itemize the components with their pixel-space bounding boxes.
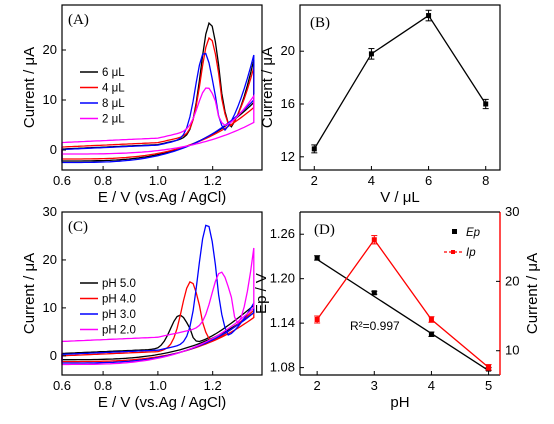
x-tick-label: 1.0 — [149, 173, 167, 188]
data-point-ep — [428, 331, 434, 337]
data-line-ip — [316, 238, 489, 368]
x-tick-label: 2 — [311, 173, 318, 188]
legend-entry: pH 5.0 — [102, 278, 136, 290]
cv-curve-3 — [61, 247, 255, 366]
data-point — [368, 51, 374, 57]
data-point-ip — [371, 237, 377, 243]
data-point — [311, 146, 317, 152]
y-tick-label: 1.14 — [270, 315, 295, 330]
y-tick-label: 16 — [281, 96, 295, 111]
panel-label: (A) — [68, 12, 89, 28]
y-tick-label: 1.20 — [270, 271, 295, 286]
legend-entry: pH 3.0 — [102, 309, 136, 321]
x-tick-label: 3 — [371, 378, 378, 393]
panel-label: (D) — [314, 222, 335, 238]
x-axis-label: pH — [390, 394, 409, 411]
y-tick-label: 10 — [43, 92, 57, 107]
y-tick-label: 1.08 — [270, 360, 295, 375]
x-tick-label: 1.2 — [204, 378, 222, 393]
legend-swatch-ep — [452, 229, 457, 234]
fit-line — [316, 258, 489, 372]
data-point-ep — [371, 290, 377, 296]
y-axis-label: Current / μA — [21, 253, 38, 334]
y-tick-label-right: 10 — [505, 343, 519, 358]
cv-curve-1 — [61, 281, 255, 363]
y-axis-label: Current / μA — [21, 47, 38, 128]
data-point — [426, 13, 432, 19]
plot-frame — [61, 4, 263, 171]
x-tick-label: 1.2 — [204, 173, 222, 188]
y-tick-label: 20 — [43, 42, 57, 57]
x-tick-label: 4 — [428, 378, 435, 393]
legend-entry-ep: Ep — [466, 227, 481, 239]
legend-marker-ip — [451, 250, 455, 254]
panel-label: (B) — [310, 15, 330, 31]
legend-entry: 4 μL — [102, 83, 125, 95]
y-tick-label: 20 — [281, 43, 295, 58]
x-tick-label: 2 — [314, 378, 321, 393]
data-point-ip — [428, 317, 434, 323]
x-tick-label: 5 — [485, 378, 492, 393]
y-tick-label-right: 30 — [505, 204, 519, 219]
x-tick-label: 0.6 — [53, 378, 71, 393]
legend-entry: pH 2.0 — [102, 325, 136, 337]
cv-curve-2 — [61, 224, 255, 364]
legend-entry: pH 4.0 — [102, 294, 136, 306]
panel-label: (C) — [68, 219, 88, 235]
data-line — [313, 14, 487, 150]
y-axis-label: Current / μA — [259, 47, 276, 128]
y-tick-label: 10 — [43, 300, 57, 315]
data-point-ip — [314, 317, 320, 323]
cv-curve-0 — [61, 21, 255, 162]
y-axis-label-left: Ep / V — [253, 273, 270, 314]
x-axis-label: E / V (vs.Ag / AgCl) — [98, 394, 226, 411]
x-tick-label: 4 — [368, 173, 375, 188]
x-tick-label: 6 — [425, 173, 432, 188]
data-point-ip — [486, 364, 492, 370]
data-point-ep — [314, 255, 320, 261]
y-tick-label: 0 — [50, 142, 57, 157]
x-tick-label: 1.0 — [149, 378, 167, 393]
x-tick-label: 0.6 — [53, 173, 71, 188]
legend-entry: 6 μL — [102, 67, 125, 79]
y-tick-label-right: 20 — [505, 273, 519, 288]
x-tick-label: 0.8 — [94, 173, 112, 188]
y-tick-label: 12 — [281, 149, 295, 164]
y-axis-label-right: Current / μA — [524, 253, 541, 334]
y-tick-label: 20 — [43, 252, 57, 267]
legend-entry: 8 μL — [102, 98, 125, 110]
r-squared-annotation: R²=0.997 — [350, 319, 400, 333]
x-axis-label: E / V (vs.Ag / AgCl) — [98, 189, 226, 206]
x-axis-label: V / μL — [380, 189, 420, 206]
legend-entry: 2 μL — [102, 114, 125, 126]
y-tick-label: 0 — [50, 348, 57, 363]
y-tick-label: 1.26 — [270, 226, 295, 241]
plot-frame — [61, 211, 263, 376]
y-tick-label: 30 — [43, 204, 57, 219]
plot-frame — [299, 4, 501, 171]
x-tick-label: 0.8 — [94, 378, 112, 393]
legend-entry-ip: Ip — [466, 247, 476, 259]
data-point — [483, 101, 489, 107]
x-tick-label: 8 — [482, 173, 489, 188]
cv-curve-3 — [61, 87, 255, 155]
